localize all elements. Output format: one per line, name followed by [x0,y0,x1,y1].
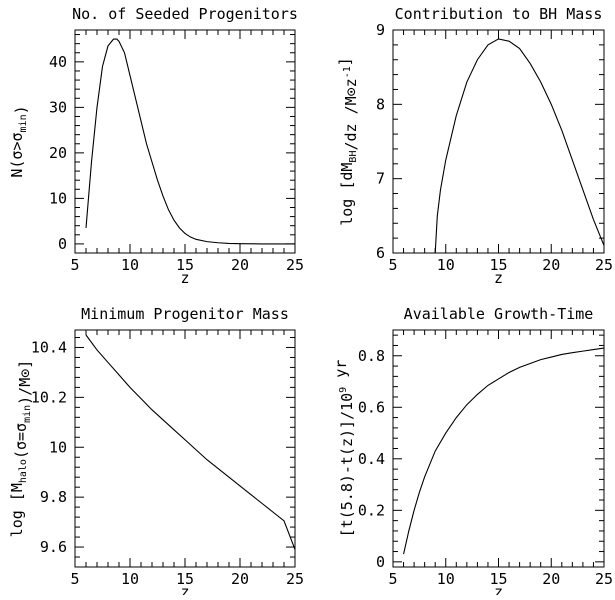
chart-title: Contribution to BH Mass [395,5,603,23]
x-axis-label: z [494,269,503,287]
y-tick-label: 10 [49,189,67,207]
y-tick-label: 9.6 [40,538,67,556]
chart-panel-4: Available Growth-Time 5 10 15 20 25 0 0.2 0.4 0.6… [332,305,613,600]
plot-frame [74,329,296,568]
x-tick-label: 15 [176,256,194,274]
x-tick-label: 5 [70,256,79,274]
plot-frame [74,29,296,254]
y-tick-label: 7 [376,170,385,188]
x-tick-label: 15 [176,570,194,588]
x-tick-label: 20 [542,256,560,274]
x-tick-label: 25 [286,570,304,588]
x-tick-label: 5 [70,570,79,588]
y-tick-label: 0.2 [358,501,385,519]
chart-title: Minimum Progenitor Mass [81,305,289,323]
plot-frame [392,29,605,254]
x-axis-label: z [180,269,189,287]
series-line [85,38,295,245]
x-axis-label: z [494,583,503,595]
y-tick-label: 30 [49,98,67,116]
x-tick-label: 15 [489,570,507,588]
y-tick-label: 6 [376,244,385,262]
chart-panel-3: Minimum Progenitor Mass 5 10 15 20 25 9.6 9.8 10… [8,305,304,600]
y-tick-label: 0.8 [358,347,385,365]
y-tick-label: 20 [49,144,67,162]
chart-title: Available Growth-Time [404,305,594,323]
y-axis-label: [t(5.8)-t(z)]/109 yr [332,360,356,538]
series-line [434,38,604,253]
series-line [403,347,604,555]
y-tick-label: 0.4 [358,450,385,468]
y-tick-label: 8 [376,95,385,113]
y-tick-label: 0.6 [358,398,385,416]
x-axis-label: z [180,583,189,595]
x-tick-label: 10 [437,570,455,588]
y-tick-label: 10.2 [31,388,67,406]
x-tick-label: 20 [231,570,249,588]
y-tick-label: 10.4 [31,338,67,356]
x-tick-label: 20 [542,570,560,588]
x-tick-label: 25 [286,256,304,274]
x-tick-label: 10 [121,256,139,274]
x-tick-label: 25 [595,256,613,274]
chart-title: No. of Seeded Progenitors [72,5,298,23]
x-tick-label: 20 [231,256,249,274]
y-tick-label: 0 [58,235,67,253]
x-tick-label: 10 [121,570,139,588]
y-tick-label: 40 [49,53,67,71]
chart-panel-1: No. of Seeded Progenitors 5 10 15 20 25 0 10 20 3… [8,5,304,287]
y-tick-label: 9.8 [40,488,67,506]
x-tick-label: 5 [388,256,397,274]
series-line [85,334,295,550]
x-tick-label: 25 [595,570,613,588]
y-tick-label: 9 [376,21,385,39]
y-tick-label: 10 [49,438,67,456]
x-tick-label: 10 [437,256,455,274]
chart-panel-2: Contribution to BH Mass 5 10 15 20 25 6 7 8 9 z log… [336,5,613,287]
x-tick-label: 5 [388,570,397,588]
y-axis-label: log [dMBH/dz /M⊙z-1] [336,57,360,226]
y-axis-label: N(σ>σmin) [8,105,30,177]
y-axis-label: log [Mhalo(σ=σmin)/M⊙] [8,360,34,538]
y-tick-label: 0 [376,553,385,571]
plot-frame [392,329,605,568]
x-tick-label: 15 [489,256,507,274]
